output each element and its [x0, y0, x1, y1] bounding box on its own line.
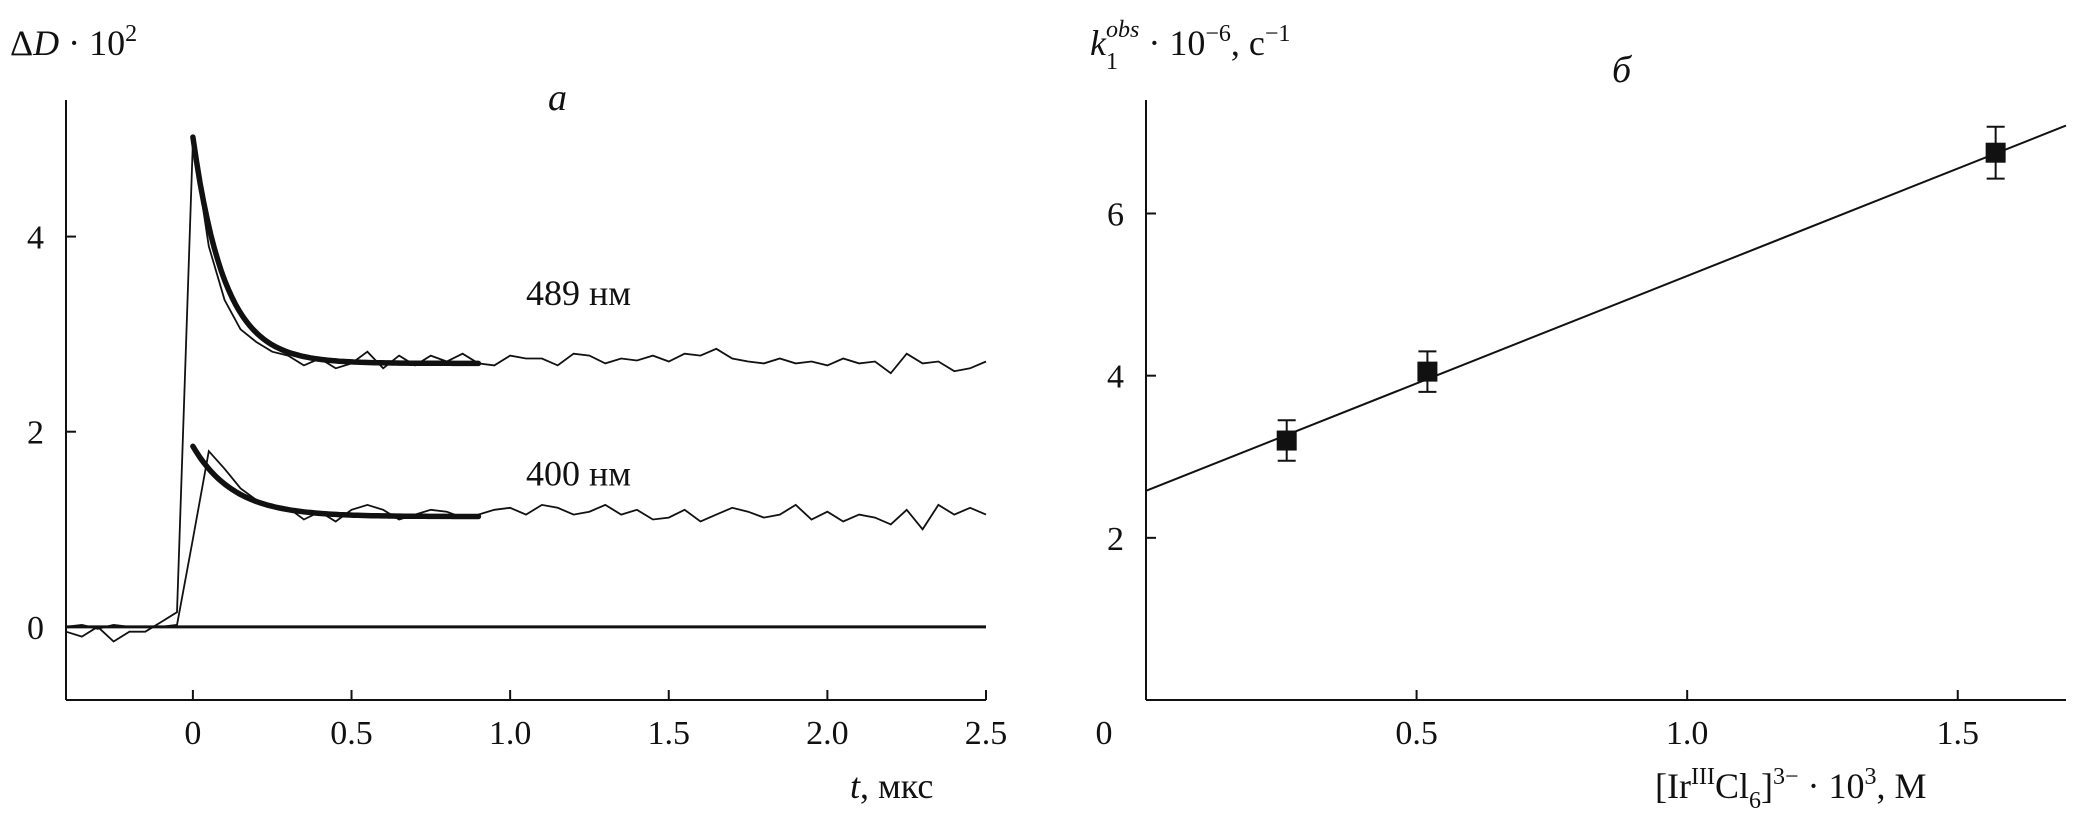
panel-b-label: б [1612, 49, 1633, 91]
fit-curve [190, 443, 482, 520]
fit-curve [190, 134, 482, 367]
panel-a-x-label-var: t [850, 766, 861, 806]
panel-b-x-label-close: ] [1761, 766, 1773, 806]
panel-b-y-label-sub: 1 [1106, 49, 1118, 75]
panel-a-y-label-exp: 2 [125, 21, 137, 47]
panel-a-label: a [548, 77, 567, 119]
panel-b-y-tick-label: 2 [1107, 521, 1124, 558]
panel-a-annotations: 489 нм 400 нм [526, 273, 631, 493]
panel-b-y-label-exp2: −1 [1265, 21, 1291, 47]
series-annotation: 489 нм [526, 273, 631, 313]
data-point-marker [1276, 430, 1297, 451]
panel-a-y-tick-label: 0 [27, 610, 44, 647]
signal-trace [65, 140, 987, 643]
panel-a-x-tick-label: 1.5 [648, 715, 691, 752]
panel-a-ticks: 0 0.5 1.0 1.5 2.0 2.5 0 2 4 [27, 220, 1007, 752]
panel-b-y-label-unit: , с [1231, 23, 1265, 63]
panel-a-x-axis-label: t, мкс [850, 766, 933, 806]
panel-a-y-axis-label: ΔD · 102 [10, 21, 137, 63]
panel-a-x-tick-label: 0.5 [330, 715, 373, 752]
panel-b-x-label-ox: III [1691, 764, 1715, 790]
panel-a-x-tick-label: 2.5 [965, 715, 1008, 752]
panel-b-y-label-k: k [1090, 23, 1107, 63]
panel-b-x-axis-label: [IrIIICl6]3− · 103, М [1655, 764, 1927, 814]
panel-b-x-label-open: [Ir [1655, 766, 1691, 806]
panel-a-x-tick-label: 2.0 [806, 715, 849, 752]
panel-b-x-tick-label: 1.5 [1937, 715, 1980, 752]
panel-b-x-tick-label: 1.0 [1666, 715, 1709, 752]
panel-a-x-label-unit: , мкс [860, 766, 933, 806]
panel-b-x-label-six: 6 [1749, 788, 1761, 814]
panel-a-series [65, 134, 987, 643]
data-point-marker [1417, 361, 1438, 382]
panel-b-y-tick-label: 4 [1107, 359, 1124, 396]
panel-a-y-label-d: D [32, 23, 59, 63]
signal-trace [65, 449, 987, 630]
panel-a-x-tick-label: 1.0 [489, 715, 532, 752]
panel-b-x-label-cl: Cl [1715, 766, 1749, 806]
data-point-marker [1985, 142, 2006, 163]
panel-b-y-label-exp1: −6 [1205, 21, 1231, 47]
panel-a-y-tick-label: 4 [27, 220, 44, 257]
panel-a-axes [65, 100, 986, 701]
panel-b-x-label-exp: 3 [1865, 764, 1877, 790]
linear-fit-line [1145, 124, 2067, 492]
panel-b-x-label-mult: · 10 [1799, 766, 1865, 806]
panel-a-y-label-mult: · 10 [59, 23, 125, 63]
panel-b-y-label-sup: obs [1106, 17, 1139, 43]
panel-b-y-axis-label: k1 obs · 10−6, с−1 [1090, 17, 1290, 75]
panel-b-x-tick-label: 0 [1096, 715, 1113, 752]
panel-b-ticks: 0 0.5 1.0 1.5 2 4 6 [1096, 197, 1980, 752]
panel-a-x-tick-label: 0 [184, 715, 201, 752]
panel-b-x-label-unit: , М [1877, 766, 1927, 806]
panel-b-series [1145, 124, 2067, 492]
series-annotation: 400 нм [526, 453, 631, 493]
panel-b-axes [1145, 100, 2066, 701]
panel-b-x-tick-label: 0.5 [1395, 715, 1438, 752]
panel-b-y-label-rest: · 10 [1139, 23, 1205, 63]
panel-a-y-label-delta: Δ [10, 23, 33, 63]
panel-a-y-tick-label: 2 [27, 415, 44, 452]
panel-b-y-tick-label: 6 [1107, 197, 1124, 234]
panel-b-x-label-charge: 3− [1773, 764, 1799, 790]
